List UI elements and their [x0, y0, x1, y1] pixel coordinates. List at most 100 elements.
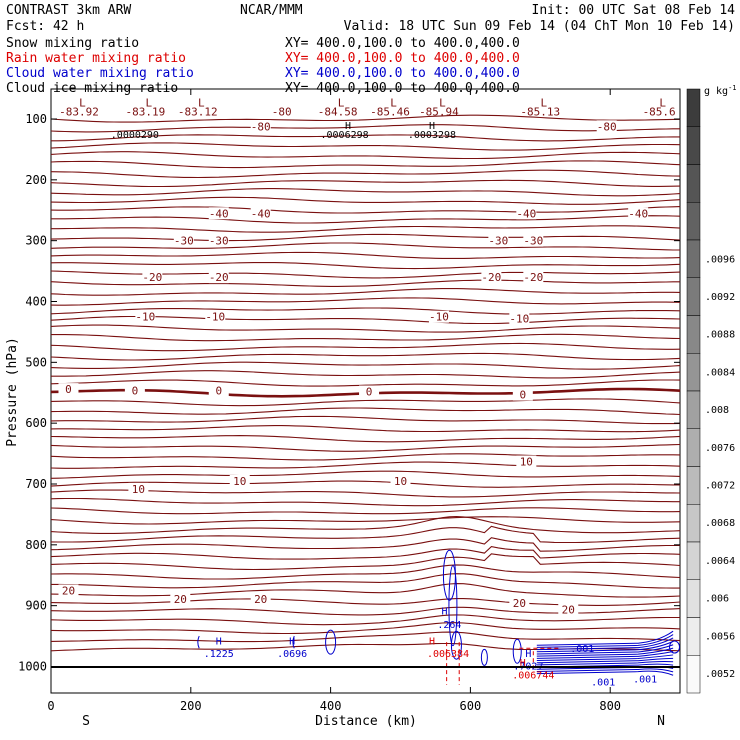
ice-label: .0006298 [320, 130, 368, 141]
temperature-contour [50, 425, 681, 433]
cloud-water-contours [197, 549, 681, 676]
temperature-contour [51, 215, 681, 224]
cloud-water-label: .001 [633, 675, 657, 686]
cloud-water-label: .0696 [277, 649, 307, 660]
colorbar-tick-label: .0084 [705, 367, 735, 378]
temperature-contour [50, 461, 681, 469]
temperature-label: 10 [233, 475, 246, 488]
colorbar-tick-label: .0056 [705, 631, 735, 642]
temperature-contour [50, 279, 681, 287]
temperature-contour [50, 564, 681, 580]
temperature-contours [50, 114, 681, 652]
label-bg [390, 474, 411, 487]
x-axis-ticks: 0 200 400 600 800 [47, 89, 621, 713]
label-bg [142, 271, 163, 284]
cloud-water-contour [480, 648, 488, 666]
temperature-label: -40 [628, 207, 648, 220]
temperature-contour [50, 507, 681, 515]
temperature-contour [51, 225, 681, 233]
label-bg [516, 455, 537, 468]
temperature-contour [50, 352, 681, 361]
y-tick-label: 300 [25, 234, 47, 248]
colorbar-tick-label: .0096 [705, 254, 735, 265]
temperature-contour [50, 516, 681, 525]
temperature-contour [50, 407, 681, 416]
rain-water-label: H [520, 658, 526, 669]
temperature-label: 20 [513, 597, 526, 610]
temperature-contour [50, 307, 681, 315]
temperature-label: -20 [142, 271, 162, 284]
temperature-contour [50, 525, 681, 544]
label-bg [250, 120, 271, 133]
temperature-label: 20 [62, 584, 75, 597]
minimum-marker: L [659, 97, 666, 110]
temperature-label: -10 [429, 311, 449, 324]
cloud-water-label: .1225 [204, 649, 234, 660]
temperature-label: 10 [132, 483, 145, 496]
cloud-water-contour [536, 660, 674, 666]
x-tick-label: 600 [460, 699, 482, 713]
temperature-contour [50, 242, 681, 251]
ice-label: .0000290 [111, 130, 159, 141]
temperature-label: -80 [597, 120, 617, 133]
temperature-contour [50, 251, 681, 259]
colorbar-swatch [686, 353, 701, 392]
cloud-water-contour [536, 637, 674, 651]
cloud-water-label: .001 [591, 678, 615, 689]
temperature-contour [51, 573, 681, 589]
cloud-water-contour [536, 651, 674, 659]
ice-label: H [429, 121, 435, 132]
x-axis-start-label: S [82, 714, 90, 729]
label-bg [481, 271, 502, 284]
label-bg [229, 474, 250, 487]
temperature-contour [50, 435, 681, 443]
label-bg [512, 388, 533, 401]
y-axis-label: Pressure (hPa) [5, 337, 20, 447]
colorbar-tick-label: .0064 [705, 556, 735, 567]
colorbar-swatch [686, 541, 701, 580]
rain-water-label: .006744 [512, 670, 554, 681]
label-bg [359, 385, 380, 398]
temperature-contour [50, 196, 681, 205]
cloud-water-contour [536, 657, 674, 664]
temperature-contour [50, 415, 681, 425]
cloud-water-contour [448, 565, 458, 647]
cloud-water-label: H [216, 636, 222, 647]
temperature-label: -40 [209, 207, 229, 220]
temperature-label: -20 [523, 271, 543, 284]
temperature-contour [50, 151, 681, 160]
temperature-contour [50, 537, 681, 552]
cloud-water-label: H [289, 636, 295, 647]
rain-water-contours [446, 642, 562, 685]
cloud-water-contour [325, 629, 337, 655]
label-bg [58, 383, 79, 396]
legend-cloud-water-xy: XY= 400.0,100.0 to 400.0,400.0 [285, 66, 520, 81]
minimum-value: -83.92 [59, 106, 99, 119]
temperature-contour [50, 631, 681, 643]
temperature-contour [50, 606, 681, 616]
temperature-contour [50, 114, 681, 123]
minimum-marker: L [338, 97, 345, 110]
temperature-label: -30 [209, 235, 229, 248]
temperature-label: -20 [209, 271, 229, 284]
temperature-contour [50, 379, 681, 387]
temperature-contour [50, 443, 681, 452]
legend-rain-xy: XY= 400.0,100.0 to 400.0,400.0 [285, 51, 520, 66]
header: CONTRAST 3km ARW NCAR/MMM Init: 00 UTC S… [6, 3, 735, 34]
label-bg [428, 310, 449, 323]
minimum-marker: L [439, 97, 446, 110]
minimum-marker: L [390, 97, 397, 110]
temperature-label: 0 [132, 384, 139, 397]
temperature-contour [50, 398, 681, 407]
temperature-label: 20 [254, 593, 267, 606]
label-bg [558, 603, 579, 616]
temperature-contour [50, 169, 681, 179]
label-bg [135, 310, 156, 323]
plot-area: -80-80 -80-40 -40 -40 -40-30 -30 -30 -30-20 -20-… [50, 88, 681, 694]
colorbar-tick-label: .0072 [705, 481, 735, 492]
minimum-value: -85.46 [370, 106, 410, 119]
label-bg [58, 584, 79, 597]
colorbar-swatch [686, 655, 701, 694]
label-bg [509, 597, 530, 610]
